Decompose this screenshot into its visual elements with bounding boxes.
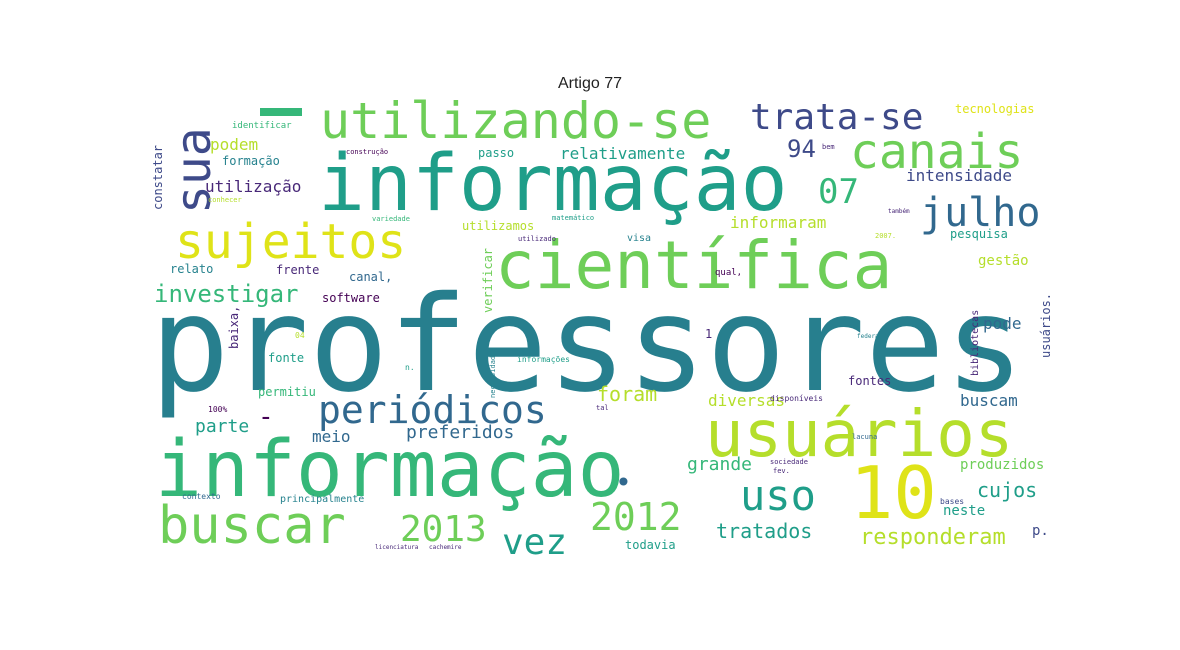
cloud-word: contexto xyxy=(182,492,221,501)
cloud-word: informação xyxy=(155,425,625,515)
cloud-word: responderam xyxy=(860,525,1006,550)
cloud-word: sociedade xyxy=(770,458,808,466)
cloud-word: 2013 xyxy=(400,509,487,550)
cloud-word: construção xyxy=(346,148,388,156)
cloud-word: utilizamos xyxy=(462,219,534,233)
cloud-word: lacuna xyxy=(852,433,877,441)
cloud-word: relato xyxy=(170,262,213,276)
cloud-word: preferidos xyxy=(406,422,514,443)
cloud-word: 94 xyxy=(787,135,816,163)
cloud-word: vez xyxy=(502,522,567,558)
cloud-word: licenciatura xyxy=(375,544,419,551)
cloud-word: necessidades xyxy=(489,347,497,398)
cloud-word: - xyxy=(258,402,274,432)
cloud-word: foram xyxy=(597,382,657,406)
cloud-word: 2007. xyxy=(875,232,896,240)
cloud-word: buscam xyxy=(960,391,1018,410)
cloud-word: tratados xyxy=(716,519,812,543)
cloud-word: usuários xyxy=(705,398,1013,472)
cloud-word: julho xyxy=(920,190,1040,236)
cloud-word: conhecer xyxy=(208,196,242,204)
cloud-word: canais xyxy=(850,124,1023,180)
cloud-word: informações xyxy=(517,355,570,364)
cloud-word: utilização xyxy=(205,177,301,196)
cloud-word: sujeitos xyxy=(175,214,406,270)
cloud-word: investigar xyxy=(154,280,299,308)
cloud-word: 2012 xyxy=(590,495,682,539)
cloud-word: parte xyxy=(195,416,249,437)
cloud-word: bem xyxy=(822,143,835,151)
cloud-word: n. xyxy=(405,363,415,372)
cloud-word: passo xyxy=(478,146,514,160)
cloud-word: gestão xyxy=(978,253,1029,269)
cloud-word: qual, xyxy=(715,268,742,278)
cloud-word: científica xyxy=(495,227,892,304)
cloud-word: buscar xyxy=(158,496,346,556)
cloud-word: usuários. xyxy=(1039,293,1053,358)
cloud-word: canal, xyxy=(349,270,392,284)
cloud-word: 1 xyxy=(705,327,712,341)
cloud-word: frente xyxy=(276,263,319,277)
cloud-word: 100% xyxy=(208,405,227,414)
cloud-word: verificar xyxy=(481,248,495,313)
cloud-word: tecnologias xyxy=(955,102,1034,116)
cloud-word: principalmente xyxy=(280,494,364,505)
cloud-word: permitiu xyxy=(258,385,316,399)
cloud-word: constatar xyxy=(151,145,165,210)
cloud-word: 07 xyxy=(818,172,859,212)
word-cloud-canvas: professoresinformaçãoinformaçãocientífic… xyxy=(150,98,1053,558)
cloud-word: 04 xyxy=(295,331,305,340)
cloud-word: todavia xyxy=(625,538,676,552)
cloud-word: baixa, xyxy=(227,306,241,349)
figure-title: Artigo 77 xyxy=(557,75,623,92)
cloud-word: neste xyxy=(943,503,985,519)
cloud-word: professores xyxy=(150,268,1024,422)
cloud-bar-mark xyxy=(260,108,302,116)
cloud-word: podem xyxy=(210,135,258,154)
cloud-word: fontes xyxy=(848,374,891,388)
cloud-word: também xyxy=(888,208,910,215)
cloud-word: periódicos xyxy=(318,388,547,432)
cloud-word: variedade xyxy=(372,215,410,223)
cloud-word: tal xyxy=(596,404,609,412)
cloud-word: diversas xyxy=(708,391,785,410)
cloud-word: visa xyxy=(627,233,651,244)
cloud-word: 10 xyxy=(850,451,937,535)
cloud-word: uso xyxy=(740,471,816,520)
cloud-word: trata-se xyxy=(750,98,923,138)
cloud-word: federal xyxy=(857,333,883,340)
cloud-word: • xyxy=(615,466,632,499)
cloud-word: matemático xyxy=(552,214,594,222)
cloud-word: pode xyxy=(983,314,1022,333)
cloud-word: cachemire xyxy=(429,544,462,551)
cloud-word: sua xyxy=(166,127,222,214)
cloud-word: software xyxy=(322,291,380,305)
cloud-word: intensidade xyxy=(906,166,1012,185)
cloud-word: pesquisa xyxy=(950,227,1008,241)
cloud-word: grande xyxy=(687,454,752,475)
cloud-word: produzidos xyxy=(960,457,1044,473)
cloud-word: relativamente xyxy=(560,144,685,163)
cloud-word: utilizando-se xyxy=(320,98,711,150)
cloud-word: fev. xyxy=(773,467,790,475)
cloud-word: utilizado xyxy=(518,235,556,243)
cloud-word: bibliotecas xyxy=(970,310,981,376)
word-cloud: professores informação informação científic… xyxy=(150,98,1060,558)
cloud-word: informaram xyxy=(730,213,826,232)
cloud-word: identificar xyxy=(232,121,292,131)
cloud-word: bases xyxy=(940,497,964,506)
cloud-word: informação xyxy=(318,139,788,229)
cloud-word: p. xyxy=(1032,523,1049,539)
cloud-word: disponíveis xyxy=(770,394,823,403)
cloud-word: cujos xyxy=(977,478,1037,502)
cloud-word: formação xyxy=(222,154,280,168)
cloud-word: fonte xyxy=(268,351,304,365)
cloud-word: meio xyxy=(312,427,351,446)
